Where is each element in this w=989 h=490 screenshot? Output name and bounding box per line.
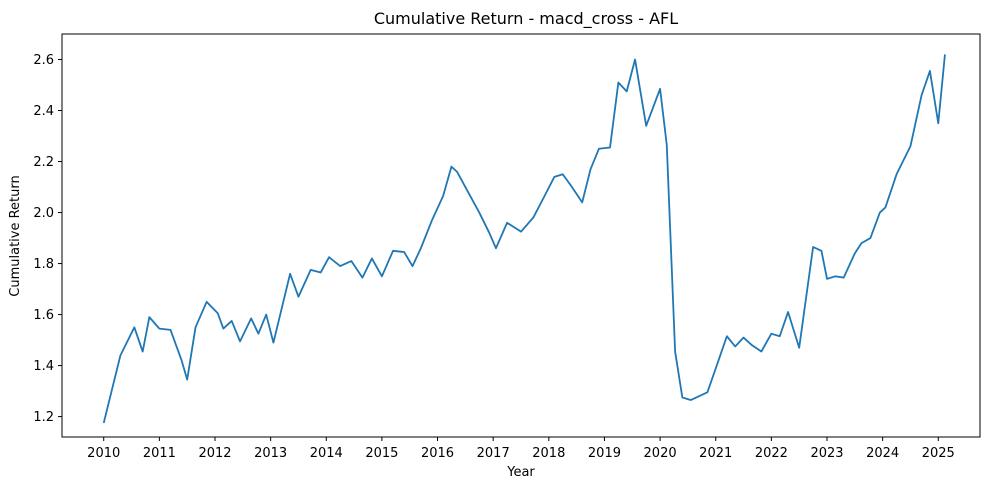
x-tick-label: 2016 xyxy=(421,446,454,461)
x-tick-label: 2018 xyxy=(532,446,565,461)
y-tick-label: 1.2 xyxy=(33,410,54,425)
x-tick-label: 2012 xyxy=(198,446,231,461)
x-tick-label: 2021 xyxy=(699,446,732,461)
y-axis: 1.2 1.4 1.6 1.8 2.0 2.2 2.4 2.6 xyxy=(33,53,62,425)
plot-area-frame xyxy=(61,33,981,438)
chart-title: Cumulative Return - macd_cross - AFL xyxy=(374,9,678,29)
x-tick-label: 2024 xyxy=(866,446,899,461)
y-tick-label: 2.6 xyxy=(33,53,54,68)
x-axis: 2010 2011 2012 2013 2014 2015 2016 2017 2018 2019… xyxy=(87,437,955,461)
x-tick-label: 2020 xyxy=(644,446,677,461)
x-tick-label: 2010 xyxy=(87,446,120,461)
x-tick-label: 2017 xyxy=(477,446,510,461)
series-line xyxy=(102,54,946,424)
y-tick-label: 2.2 xyxy=(33,155,54,170)
x-tick-label: 2023 xyxy=(810,446,843,461)
y-tick-label: 2.0 xyxy=(33,206,54,221)
y-tick-label: 1.8 xyxy=(33,257,54,272)
y-tick-label: 1.4 xyxy=(33,359,54,374)
y-axis-label: Cumulative Return xyxy=(8,175,23,296)
x-tick-label: 2025 xyxy=(922,446,955,461)
x-tick-label: 2013 xyxy=(254,446,287,461)
x-tick-label: 2022 xyxy=(755,446,788,461)
x-tick-label: 2019 xyxy=(588,446,621,461)
y-tick-label: 2.4 xyxy=(33,104,54,119)
x-tick-label: 2014 xyxy=(310,446,343,461)
y-tick-label: 1.6 xyxy=(33,308,54,323)
x-tick-label: 2011 xyxy=(143,446,176,461)
x-tick-label: 2015 xyxy=(365,446,398,461)
x-axis-label: Year xyxy=(506,465,535,480)
